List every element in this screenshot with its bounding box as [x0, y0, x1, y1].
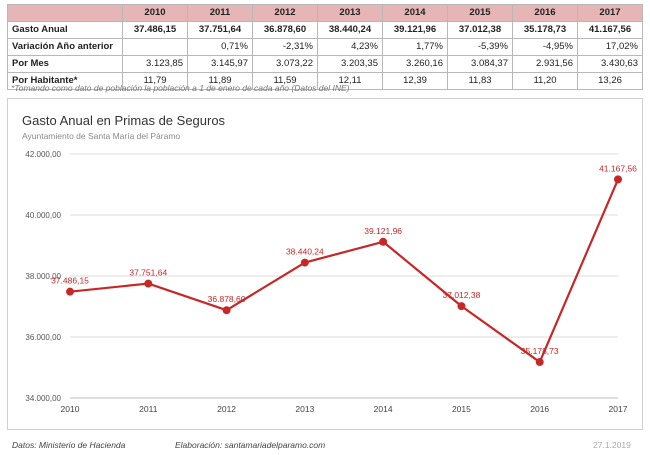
table-cell: 17,02%	[577, 38, 643, 56]
y-tick-label: 34.000,00	[25, 394, 61, 403]
table-footnote: *Tomando como dato de población la pobla…	[11, 83, 350, 93]
data-point	[300, 258, 309, 267]
chart-frame	[7, 98, 643, 430]
table-cell: 11,89	[187, 72, 253, 90]
table-header-row: 2010 2011 2012 2013 2014 2015 2016 2017	[7, 4, 643, 22]
data-point	[66, 287, 74, 296]
x-tick-label: 2013	[295, 404, 314, 414]
year-header: 2017	[577, 4, 643, 22]
data-point	[379, 237, 388, 246]
year-header: 2011	[187, 4, 253, 22]
y-tick-label: 38.000,00	[25, 272, 61, 281]
year-header: 2012	[252, 4, 318, 22]
data-label: 39.121,96	[364, 226, 402, 236]
data-label: 41.167,56	[599, 163, 637, 173]
year-header: 2016	[512, 4, 578, 22]
summary-table: 2010 2011 2012 2013 2014 2015 2016 2017 …	[7, 4, 643, 90]
table-cell: 12,11	[317, 72, 383, 90]
data-point	[144, 279, 153, 288]
table-row-variacion: Variación Año anterior 0,71% -2,31% 4,23…	[7, 38, 643, 56]
table-row-gasto-anual: Gasto Anual 37.486,15 37.751,64 36.878,6…	[7, 21, 643, 39]
table-cell: 11,79	[122, 72, 188, 90]
series-line	[69, 178, 620, 364]
y-tick-label: 42.000,00	[25, 150, 61, 159]
data-label: 36.878,60	[208, 294, 246, 304]
year-header: 2010	[122, 4, 188, 22]
chart-title: Gasto Anual en Primas de Seguros	[22, 113, 226, 128]
data-label: 37.012,38	[443, 290, 481, 300]
data-point	[457, 302, 466, 311]
date-note: 27.1.2019	[593, 440, 631, 450]
x-tick-label: 2014	[374, 404, 393, 414]
table-row-por-habitante: Por Habitante* 11,79 11,89 11,59 12,11 1…	[7, 72, 643, 90]
x-tick-label: 2010	[61, 404, 80, 414]
x-tick-label: 2015	[452, 404, 471, 414]
table-corner-cell	[7, 4, 123, 22]
table-row-por-mes: Por Mes 3.123,85 3.145,97 3.073,22 3.203…	[7, 55, 643, 73]
data-point	[222, 306, 231, 315]
data-label: 35.178,73	[521, 346, 559, 356]
chart-subtitle: Ayuntamiento de Santa María del Páramo	[22, 131, 181, 141]
year-header: 2013	[317, 4, 383, 22]
data-label: 37.751,64	[129, 268, 167, 278]
y-tick-label: 36.000,00	[25, 333, 61, 342]
table-cell: 13,26	[577, 72, 643, 90]
x-tick-label: 2016	[530, 404, 549, 414]
data-point	[535, 358, 544, 367]
x-tick-label: 2012	[217, 404, 236, 414]
author-note: Elaboración: santamariadelparamo.com	[175, 440, 326, 450]
y-tick-label: 40.000,00	[25, 211, 61, 220]
x-tick-label: 2011	[139, 404, 158, 414]
data-label: 38.440,24	[286, 247, 324, 257]
data-point	[614, 175, 622, 184]
source-note: Datos: Ministerio de Hacienda	[12, 440, 126, 450]
year-header: 2014	[382, 4, 448, 22]
year-header: 2015	[447, 4, 513, 22]
data-label: 37.486,15	[51, 276, 89, 286]
x-tick-label: 2017	[609, 404, 628, 414]
